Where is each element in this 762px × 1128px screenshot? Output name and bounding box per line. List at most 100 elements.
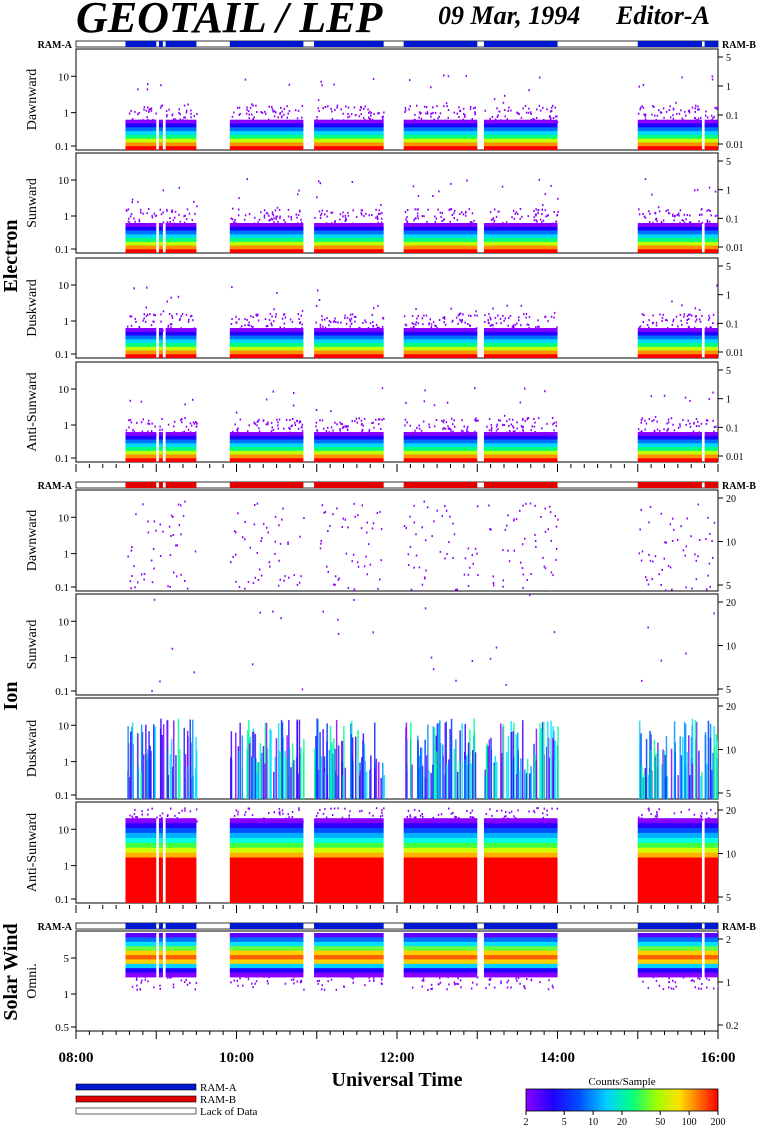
spectrogram-speckle (488, 429, 491, 432)
spectrogram-speckle (422, 431, 424, 434)
spectrogram-speckle (290, 425, 292, 428)
spectrogram-speckle (194, 988, 196, 991)
spectrogram-speckle (427, 208, 429, 211)
spectrogram-speckle (330, 222, 333, 225)
spectrogram-speckle (171, 314, 173, 317)
spectrogram-speckle (644, 178, 647, 181)
spectrogram-speckle (469, 812, 472, 814)
spectrogram-speckle (273, 975, 276, 978)
spectrogram-speckle (284, 221, 286, 224)
spectrogram-speckle (421, 583, 424, 586)
spectrogram-speckle (442, 120, 444, 123)
spectrogram-band (704, 443, 718, 448)
panel-data (125, 807, 718, 903)
spectrogram-speckle (320, 542, 322, 545)
spectrogram-speckle (643, 772, 646, 799)
spectrogram-speckle (464, 321, 466, 324)
spectrogram-speckle (130, 731, 132, 799)
right-tick-label: 10 (726, 538, 736, 549)
spectrogram-speckle (136, 421, 138, 424)
spectrogram-speckle (693, 421, 695, 424)
spectrogram-speckle (155, 214, 158, 217)
spectrogram-speckle (332, 429, 334, 432)
spectrogram-band (165, 335, 197, 340)
spectrogram-speckle (522, 429, 524, 432)
spectrogram-speckle (345, 105, 347, 108)
spectrogram-speckle (186, 983, 189, 986)
spectrogram-speckle (425, 223, 427, 226)
spectrogram-speckle (337, 578, 340, 581)
spectrogram-speckle (453, 432, 456, 435)
spectrogram-speckle (532, 809, 535, 812)
spectrogram-speckle (332, 513, 334, 516)
left-tick-label: 1 (64, 108, 70, 120)
spectrogram-speckle (494, 208, 496, 211)
spectrogram-speckle (133, 217, 135, 220)
mode-bar-segment (229, 923, 304, 929)
spectrogram-speckle (189, 431, 192, 434)
spectrogram-speckle (326, 975, 329, 978)
spectrogram-speckle (347, 211, 349, 214)
spectrogram-speckle (270, 430, 273, 433)
spectrogram-speckle (495, 432, 497, 435)
spectrogram-speckle (664, 754, 666, 799)
spectrogram-speckle (404, 106, 407, 109)
spectrogram-speckle (405, 722, 408, 799)
spectrogram-speckle (335, 321, 337, 324)
spectrogram-speckle (544, 315, 547, 318)
spectrogram-speckle (639, 431, 641, 434)
spectrogram-band (125, 127, 157, 132)
spectrogram-speckle (287, 813, 289, 816)
spectrogram-speckle (474, 111, 476, 114)
spectrogram-speckle (457, 977, 459, 980)
spectrogram-speckle (667, 421, 670, 424)
spectrogram-band (229, 432, 304, 437)
spectrogram-speckle (645, 576, 647, 579)
spectrogram-band (403, 142, 478, 147)
spectrogram-band (314, 230, 384, 235)
spectrogram-speckle (530, 766, 532, 799)
spectrogram-speckle (413, 504, 415, 507)
spectrogram-speckle (502, 328, 505, 331)
spectrogram-speckle (463, 112, 465, 115)
spectrogram-band (704, 837, 718, 844)
spectrogram-speckle (258, 427, 260, 430)
spectrogram-speckle (701, 983, 703, 985)
spectrogram-speckle (273, 217, 275, 220)
spectrogram-speckle (504, 528, 507, 531)
spectrogram-speckle (145, 328, 147, 331)
spectrogram-speckle (471, 121, 473, 124)
spectrogram-band (229, 847, 304, 853)
spectrogram-speckle (422, 815, 424, 818)
spectrogram-speckle (327, 530, 329, 532)
spectrogram-speckle (507, 549, 509, 552)
spectrogram-band (704, 350, 718, 355)
spectrogram-speckle (535, 219, 537, 222)
spectrogram-speckle (452, 423, 454, 426)
spectrogram-speckle (425, 755, 428, 799)
spectrogram-speckle (194, 550, 197, 553)
spectrogram-speckle (510, 423, 512, 426)
spectrogram-speckle (674, 981, 676, 984)
spectrogram-speckle (248, 743, 251, 799)
right-tick-label: 1 (726, 186, 731, 197)
spectrogram-band (158, 933, 163, 938)
spectrogram-speckle (328, 750, 331, 799)
spectrogram-speckle (193, 671, 195, 674)
spectrogram-band (229, 343, 304, 348)
spectrogram-speckle (474, 433, 476, 435)
spectrogram-speckle (499, 317, 502, 320)
spectrogram-speckle (492, 575, 494, 578)
spectrogram-speckle (672, 979, 674, 982)
spectrogram-speckle (298, 329, 300, 332)
spectrogram-speckle (532, 772, 535, 799)
spectrogram-speckle (538, 104, 541, 107)
spectrogram-band (165, 937, 197, 943)
spectrogram-speckle (637, 112, 640, 115)
spectrogram-speckle (348, 814, 350, 817)
spectrogram-speckle (462, 590, 465, 591)
spectrogram-speckle (143, 578, 145, 581)
spectrogram-speckle (127, 208, 130, 211)
spectrogram-band (314, 432, 384, 437)
spectrogram-speckle (265, 398, 268, 401)
